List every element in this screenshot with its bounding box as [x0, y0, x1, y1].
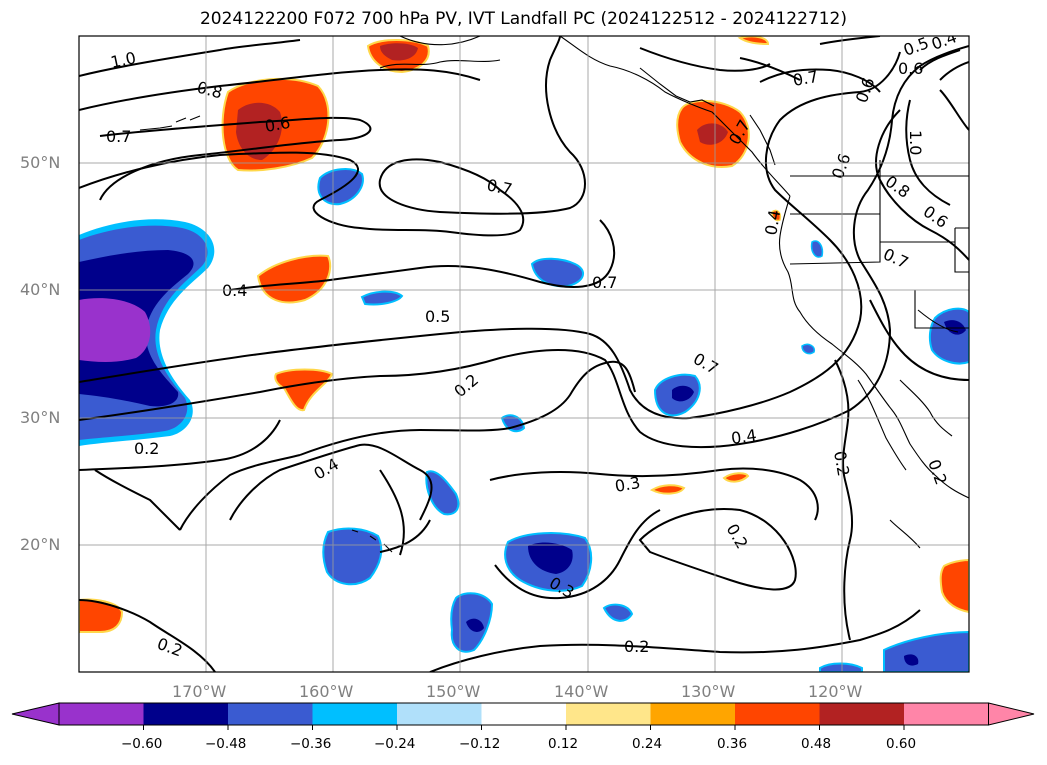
- contour-label: 0.4: [730, 426, 758, 448]
- lat-tick-label: 40°N: [20, 280, 61, 299]
- colorbar-tick-label: 0.36: [717, 736, 748, 752]
- colorbar-tick-label: −0.48: [205, 736, 247, 752]
- contour-label: 0.7: [592, 273, 617, 292]
- contour-label: 0.4: [761, 208, 784, 236]
- contour-label: 0.6: [263, 113, 291, 136]
- lon-tick-label: 130°W: [681, 682, 736, 701]
- colorbar-bin: [735, 703, 820, 725]
- contour-label: 0.3: [613, 473, 641, 496]
- contour-label: 0.6: [898, 59, 923, 78]
- colorbar-tick-label: 0.48: [801, 736, 832, 752]
- contour-label: 1.0: [906, 130, 925, 155]
- colorbar-bin: [904, 703, 989, 725]
- colorbar-extend-min: [11, 702, 60, 726]
- contour-label: 0.5: [425, 307, 450, 326]
- colorbar-tick-label: 0.12: [548, 736, 579, 752]
- lon-tick-label: 170°W: [172, 682, 227, 701]
- contour-label: 0.2: [134, 439, 159, 458]
- contour-label: 1.0: [109, 48, 138, 72]
- plot-title: 2024122200 F072 700 hPa PV, IVT Landfall…: [199, 9, 847, 29]
- colorbar-tick-label: −0.36: [290, 736, 332, 752]
- colorbar-tick-label: −0.24: [374, 736, 416, 752]
- colorbar-tick-label: −0.12: [459, 736, 501, 752]
- colorbar-bin: [481, 703, 566, 725]
- colorbar: [11, 702, 1035, 730]
- contour-label: 0.5: [901, 33, 931, 60]
- colorbar-bin: [397, 703, 482, 725]
- colorbar-bin: [59, 703, 144, 725]
- colorbar-bin: [650, 703, 735, 725]
- contour-label: 0.7: [485, 175, 514, 199]
- lat-tick-label: 50°N: [20, 153, 61, 172]
- lon-tick-label: 120°W: [808, 682, 863, 701]
- coastlines: [139, 36, 969, 553]
- colorbar-bin: [566, 703, 651, 725]
- contour-label: 0.7: [791, 67, 819, 90]
- colorbar-bin: [228, 703, 313, 725]
- positive-anomaly-regions: [79, 36, 969, 633]
- lon-tick-label: 160°W: [299, 682, 354, 701]
- gridlines: [79, 36, 969, 672]
- negative-anomaly-regions: [79, 168, 969, 672]
- colorbar-bin: [143, 703, 228, 725]
- colorbar-tick-label: −0.60: [121, 736, 163, 752]
- colorbar-bin: [819, 703, 904, 725]
- contour-label: 0.7: [106, 127, 131, 146]
- map-frame: [78, 35, 970, 673]
- colorbar-tick-label: 0.60: [886, 736, 917, 752]
- lon-tick-label: 140°W: [554, 682, 609, 701]
- lon-tick-label: 150°W: [426, 682, 481, 701]
- contour-label: 0.2: [624, 637, 649, 656]
- colorbar-extend-max: [988, 702, 1035, 726]
- colorbar-tick-label: 0.24: [632, 736, 663, 752]
- lat-tick-label: 30°N: [20, 408, 61, 427]
- lat-tick-label: 20°N: [20, 535, 61, 554]
- colorbar-bin: [312, 703, 397, 725]
- pv-contours: [79, 36, 969, 672]
